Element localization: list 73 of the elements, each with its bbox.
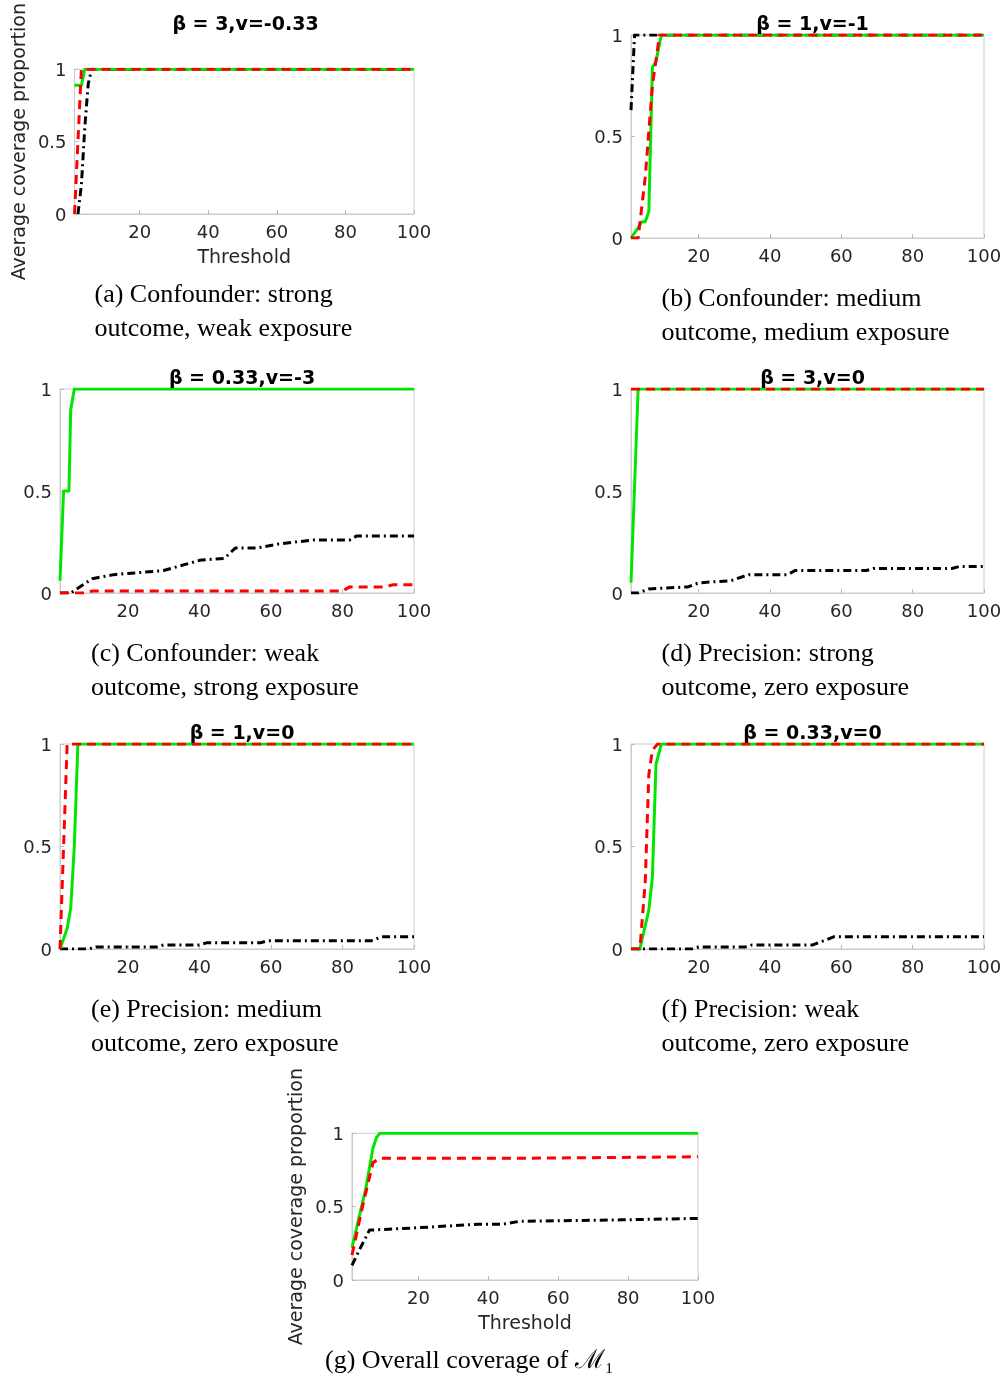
x-tick-label: 20 (406, 1286, 430, 1308)
x-tick-label: 20 (687, 955, 711, 977)
y-tick-label: 1 (332, 1122, 344, 1144)
y-axis-title: Average coverage proportion (6, 3, 29, 281)
y-tick-label: 0 (40, 938, 52, 960)
x-tick-label: 100 (396, 220, 432, 242)
x-tick-label: 60 (259, 599, 283, 621)
chart-title: β = 3,v=0 (760, 365, 865, 388)
x-tick-label: 40 (758, 955, 782, 977)
y-tick-label: 1 (55, 58, 67, 80)
y-tick-label: 0.5 (23, 480, 52, 502)
x-tick-label: 100 (680, 1286, 716, 1308)
y-tick-label: 0.5 (23, 836, 52, 857)
y-tick-label: 1 (40, 733, 52, 755)
y-tick-label: 0 (611, 227, 623, 249)
chart-title: β = 1,v=-1 (756, 11, 869, 34)
x-tick-label: 80 (901, 955, 925, 977)
x-tick-label: 80 (333, 220, 357, 242)
y-axis-title: Average coverage proportion (283, 1068, 306, 1346)
chart-title: β = 1,v=0 (189, 720, 295, 743)
x-tick-label: 40 (758, 244, 782, 266)
x-tick-label: 60 (265, 220, 289, 242)
x-tick-label: 80 (901, 599, 925, 621)
y-tick-label: 0 (611, 582, 623, 604)
x-tick-label: 80 (331, 599, 354, 621)
y-tick-label: 0 (55, 203, 67, 225)
y-tick-label: 0.5 (594, 836, 623, 857)
text: (e) Precision: medium outcome, zero exposure (91, 993, 339, 1057)
y-tick-label: 1 (40, 378, 52, 400)
x-tick-label: 80 (901, 244, 925, 266)
x-tick-label: 20 (128, 220, 152, 242)
y-tick-label: 0.5 (594, 126, 623, 147)
y-tick-label: 1 (611, 24, 623, 46)
y-tick-label: 0.5 (594, 480, 623, 502)
x-tick-label: 100 (966, 599, 1002, 621)
x-tick-label: 20 (687, 599, 711, 621)
x-tick-label: 20 (116, 955, 140, 977)
x-tick-label: 40 (196, 220, 220, 242)
x-tick-label: 100 (396, 955, 432, 977)
x-tick-label: 60 (829, 244, 853, 266)
text: (b) Confounder: medium outcome, medium exposure (661, 282, 950, 346)
x-tick-label: 100 (396, 599, 432, 621)
x-tick-label: 20 (687, 244, 711, 266)
y-tick-label: 0 (611, 938, 623, 960)
chart-title: β = 0.33,v=-3 (168, 365, 316, 388)
x-tick-label: 80 (616, 1286, 640, 1308)
text: (a) Confounder: strong outcome, weak exposure (94, 278, 353, 342)
text: (d) Precision: strong outcome, zero exposure (661, 637, 910, 701)
text: (c) Confounder: weak outcome, strong exposure (91, 637, 359, 701)
x-tick-label: 40 (758, 599, 782, 621)
x-tick-label: 100 (966, 244, 1002, 266)
x-axis-title: Threshold (196, 244, 292, 267)
y-tick-label: 0.5 (37, 131, 67, 153)
x-tick-label: 100 (966, 955, 1002, 977)
x-tick-label: 40 (476, 1286, 500, 1308)
y-tick-label: 0 (332, 1269, 344, 1291)
text: (g) Overall coverage of ℳ₁ (325, 1344, 614, 1374)
text: (f) Precision: weak outcome, zero exposure (661, 993, 910, 1057)
chart-title: β = 0.33,v=0 (743, 720, 882, 743)
y-tick-label: 1 (611, 378, 623, 400)
x-axis-title: Threshold (477, 1310, 572, 1333)
y-tick-label: 0 (40, 582, 52, 604)
x-tick-label: 60 (259, 955, 283, 977)
x-tick-label: 60 (546, 1286, 570, 1308)
x-tick-label: 60 (829, 599, 853, 621)
x-tick-label: 20 (116, 599, 140, 621)
y-tick-label: 1 (611, 733, 623, 755)
x-tick-label: 40 (188, 599, 211, 621)
x-tick-label: 60 (829, 955, 853, 977)
x-tick-label: 80 (331, 955, 354, 977)
x-tick-label: 40 (188, 955, 211, 977)
y-tick-label: 0.5 (315, 1196, 344, 1218)
chart-title: β = 3,v=-0.33 (172, 11, 319, 34)
